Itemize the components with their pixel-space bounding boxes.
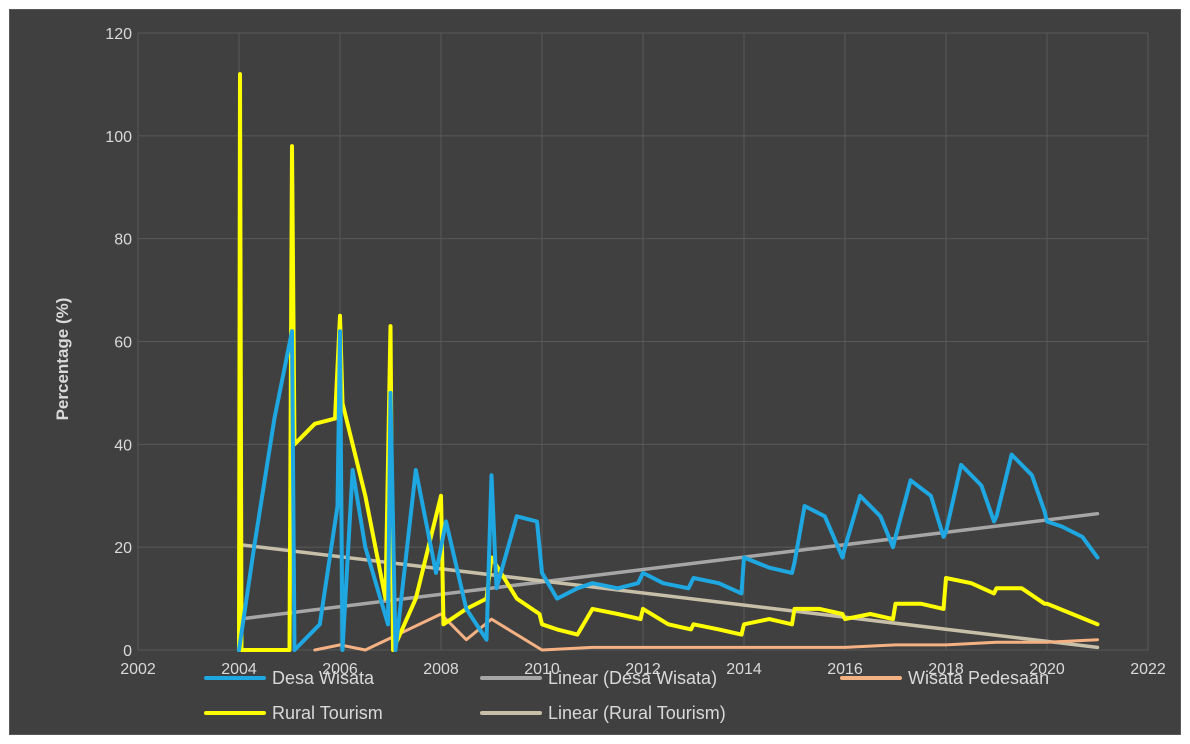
legend: Desa Wisata Linear (Desa Wisata) Wisata Pe… (204, 668, 1049, 723)
series-lines (237, 72, 1100, 652)
x-tick-label: 2022 (1130, 661, 1166, 678)
legend-label-linear-desa-wisata: Linear (Desa Wisata) (548, 668, 717, 688)
y-tick-label: 120 (105, 26, 132, 43)
series-line-linear-desa-wisata (237, 511, 1100, 621)
legend-label-rural-tourism: Rural Tourism (272, 703, 383, 723)
series-line-rural-tourism (237, 72, 1100, 652)
series-line-wisata-pedesaan (313, 612, 1099, 652)
y-tick-label: 0 (123, 643, 132, 660)
series-line-linear-rural-tourism (237, 542, 1100, 650)
y-axis-label: Percentage (%) (53, 298, 72, 421)
y-tick-label: 80 (114, 232, 132, 249)
legend-label-desa-wisata: Desa Wisata (272, 668, 375, 688)
x-tick-label: 2012 (625, 661, 661, 678)
x-tick-label: 2006 (322, 661, 358, 678)
legend-label-wisata-pedesaan: Wisata Pedesaan (908, 668, 1049, 688)
x-tick-label: 2008 (423, 661, 459, 678)
x-tick-label: 2002 (120, 661, 156, 678)
y-tick-label: 60 (114, 335, 132, 352)
x-tick-label: 2010 (524, 661, 560, 678)
x-tick-label: 2014 (726, 661, 762, 678)
y-tick-label: 100 (105, 129, 132, 146)
x-tick-label: 2004 (221, 661, 257, 678)
x-tick-label: 2018 (928, 661, 964, 678)
y-axis-ticks: 0 20 40 60 80 100 120 (105, 26, 132, 660)
x-tick-label: 2020 (1029, 661, 1065, 678)
x-axis-ticks: 2002 2004 2006 2008 2010 2012 2014 2016 2018 2020… (120, 661, 1166, 678)
y-tick-label: 40 (114, 437, 132, 454)
chart-area (9, 9, 1181, 735)
y-tick-label: 20 (114, 540, 132, 557)
x-tick-label: 2016 (827, 661, 863, 678)
legend-label-linear-rural-tourism: Linear (Rural Tourism) (548, 703, 726, 723)
series-line-desa-wisata (237, 329, 1100, 652)
